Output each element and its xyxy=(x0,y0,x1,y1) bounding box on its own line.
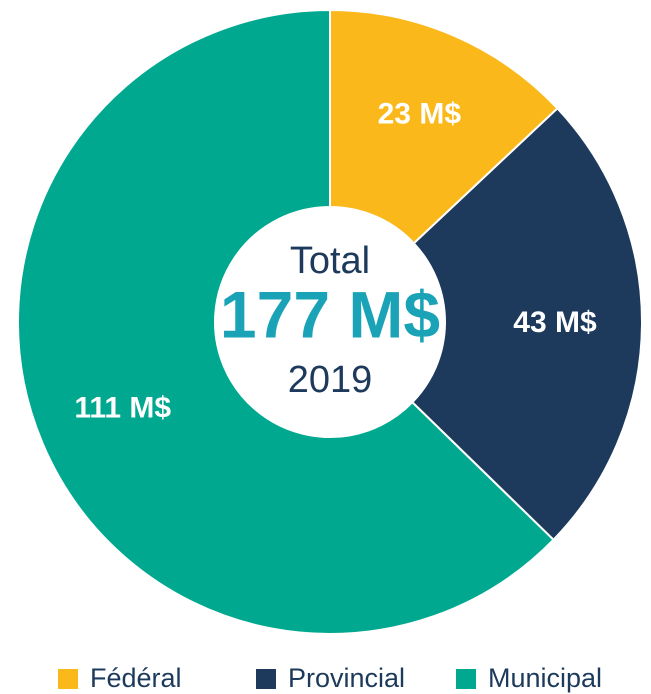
legend-label: Fédéral xyxy=(90,663,182,693)
donut-segment xyxy=(17,8,555,635)
donut-segment xyxy=(329,8,559,245)
legend-swatch xyxy=(58,669,78,689)
center-value: 177 M$ xyxy=(220,277,440,351)
data-label: 111 M$ xyxy=(74,391,171,424)
data-label: 43 M$ xyxy=(513,306,597,339)
legend-swatch xyxy=(456,669,476,689)
center-title: Total xyxy=(290,240,370,282)
data-label: 23 M$ xyxy=(378,97,462,130)
legend-label: Provincial xyxy=(288,663,405,693)
donut-segment xyxy=(410,106,643,542)
legend-swatch xyxy=(256,669,276,689)
center-subtitle: 2019 xyxy=(288,359,373,401)
legend-label: Municipal xyxy=(488,663,602,693)
